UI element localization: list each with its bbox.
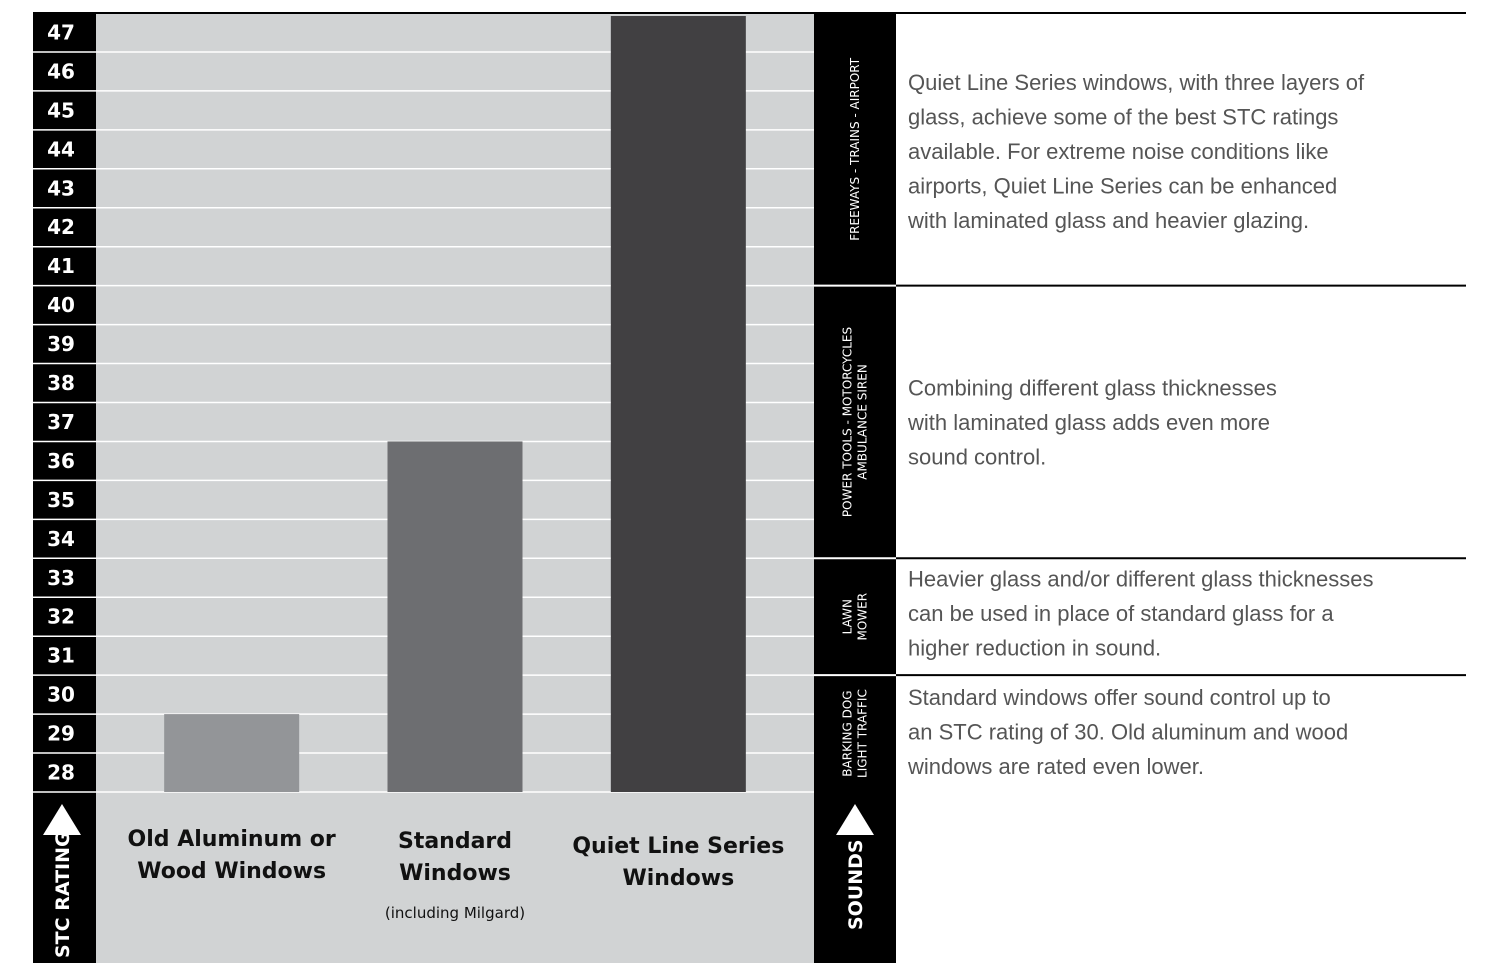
band-description: glass, achieve some of the best STC rati… (908, 105, 1338, 130)
band-description: airports, Quiet Line Series can be enhan… (908, 174, 1337, 199)
y-tick-label: 28 (47, 761, 75, 785)
band-description: with laminated glass and heavier glazing… (907, 208, 1309, 233)
bar-2 (387, 441, 523, 792)
y-tick-label: 30 (47, 683, 75, 707)
band-description: Combining different glass thicknesses (908, 375, 1277, 400)
y-tick-label: 46 (47, 59, 75, 83)
band-description: sound control. (908, 444, 1046, 469)
y-tick-label: 35 (47, 488, 75, 512)
band-sound-label: MOWER (856, 593, 870, 641)
y-tick-label: 38 (47, 371, 75, 395)
x-axis-labels: Old Aluminum or Wood Windows Standard Windo… (128, 827, 785, 922)
y-axis-strip (33, 13, 96, 963)
band-sound-label: FREEWAYS - TRAINS - AIRPORT (848, 57, 862, 241)
band-sound-label: POWER TOOLS - MOTORCYCLES (841, 327, 855, 517)
band-description: available. For extreme noise conditions … (908, 139, 1329, 164)
y-axis-arrow-icon (43, 804, 81, 835)
y-tick-label: 39 (47, 332, 75, 356)
band-description: with laminated glass adds even more (907, 410, 1270, 435)
bar-3 (610, 16, 746, 792)
x-category-sublabel: (including Milgard) (385, 904, 525, 922)
x-category-label: Windows (399, 861, 511, 886)
sounds-arrow-icon (836, 804, 874, 835)
bar-1 (164, 714, 300, 792)
x-category-label: Wood Windows (137, 859, 326, 884)
band-description: Standard windows offer sound control up … (908, 685, 1331, 710)
y-tick-label: 33 (47, 566, 75, 590)
y-tick-label: 40 (47, 293, 75, 317)
band-sound-label: AMBULANCE SIREN (856, 364, 870, 480)
y-tick-label: 37 (47, 410, 75, 434)
x-category-label: Windows (622, 866, 734, 891)
band-description: Quiet Line Series windows, with three la… (908, 70, 1365, 95)
band-sound-label: LAWN (841, 599, 855, 634)
band-description: windows are rated even lower. (907, 754, 1204, 779)
y-tick-label: 41 (47, 254, 75, 278)
y-tick-label: 44 (47, 137, 75, 161)
y-tick-label: 47 (47, 20, 75, 44)
bars (164, 16, 746, 792)
band-description: higher reduction in sound. (908, 635, 1161, 660)
band-description: can be used in place of standard glass f… (908, 601, 1334, 626)
y-tick-label: 32 (47, 605, 75, 629)
y-tick-label: 45 (47, 98, 75, 122)
x-category-label: Standard (398, 829, 512, 854)
y-tick-label: 29 (47, 722, 75, 746)
band-sound-label: LIGHT TRAFFIC (856, 689, 870, 778)
band-description: an STC rating of 30. Old aluminum and wo… (908, 720, 1348, 745)
x-category-label: Old Aluminum or (128, 827, 336, 852)
band-sound-label: BARKING DOG (841, 690, 855, 776)
y-axis-title: STC RATING (52, 831, 74, 958)
sound-bands: SOUNDS FREEWAYS - TRAINS - AIRPORT Quiet L… (814, 13, 1466, 963)
y-tick-label: 34 (47, 527, 75, 551)
y-tick-label: 36 (47, 449, 75, 473)
x-category-label: Quiet Line Series (572, 834, 784, 859)
y-tick-label: 42 (47, 215, 75, 239)
y-tick-label: 31 (47, 644, 75, 668)
band-description: Heavier glass and/or different glass thi… (908, 566, 1374, 591)
y-axis: 47 46 45 44 43 42 41 40 39 38 37 36 35 34 33 32 31 30 29 28… (33, 13, 96, 963)
y-tick-label: 43 (47, 176, 75, 200)
sounds-title: SOUNDS (845, 839, 867, 930)
